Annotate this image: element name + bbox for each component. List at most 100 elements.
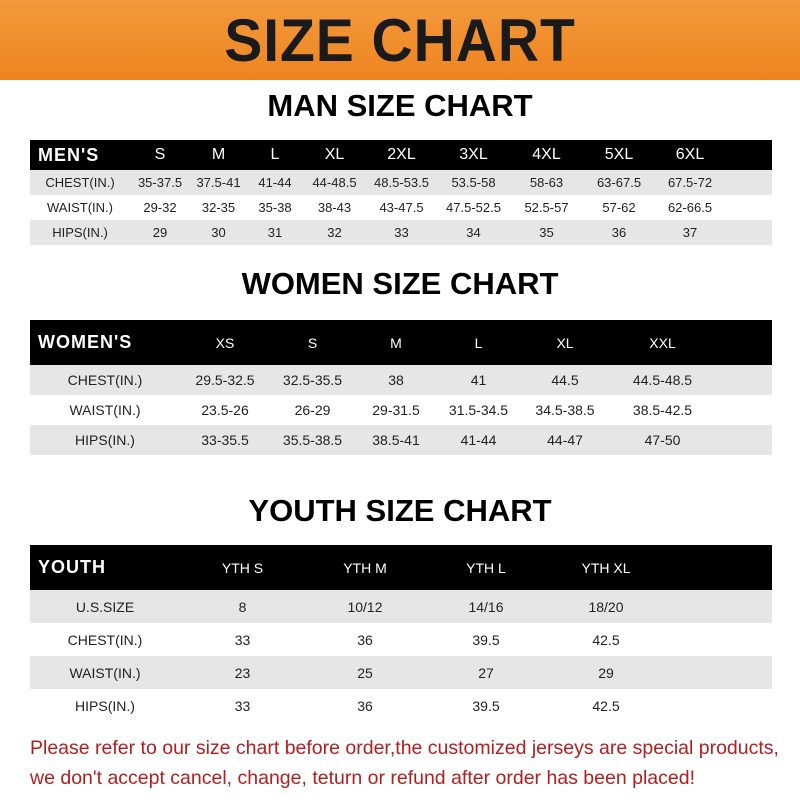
cell: 52.5-57 bbox=[524, 200, 569, 215]
cell: 14/16 bbox=[468, 598, 504, 615]
cell: 67.5-72 bbox=[667, 175, 713, 190]
cell: 3XL bbox=[459, 146, 488, 163]
cell: 62-66.5 bbox=[667, 200, 713, 215]
table-row: WAIST(IN.) 29-32 32-35 35-38 38-43 43-47.5 47.… bbox=[30, 195, 772, 220]
row-label: HIPS(IN.) bbox=[52, 225, 108, 240]
cell: S bbox=[307, 334, 318, 351]
cell: 29 bbox=[152, 225, 168, 240]
row-label: HIPS(IN.) bbox=[75, 697, 135, 714]
cell: XXL bbox=[649, 334, 676, 351]
cell: YTH M bbox=[343, 559, 387, 576]
cell: 47-50 bbox=[644, 432, 681, 448]
cell: YTH S bbox=[221, 559, 264, 576]
cell: 33-35.5 bbox=[201, 432, 249, 448]
row-label: WOMEN'S bbox=[38, 332, 133, 352]
row-label: CHEST(IN.) bbox=[67, 631, 143, 648]
note-line: we don't accept cancel, change, teturn o… bbox=[30, 767, 695, 789]
cell: 32.5-35.5 bbox=[282, 372, 343, 388]
cell: 53.5-58 bbox=[451, 175, 496, 190]
cell: S bbox=[154, 146, 166, 163]
header-row: MEN'S S M L XL 2XL 3XL 4XL 5XL 6XL bbox=[30, 140, 772, 170]
cell: 42.5 bbox=[592, 631, 620, 648]
cell: 44.5-48.5 bbox=[632, 372, 693, 388]
cell: 42.5 bbox=[592, 697, 620, 714]
cell: 29-32 bbox=[143, 200, 177, 215]
cell: XS bbox=[215, 334, 235, 351]
cell: 37 bbox=[682, 225, 698, 240]
cell: 5XL bbox=[604, 146, 634, 163]
cell: 57-62 bbox=[602, 200, 636, 215]
table-row: CHEST(IN.) 35-37.5 37.5-41 41-44 44-48.5 48.5… bbox=[30, 170, 772, 195]
table-row: U.S.SIZE 8 10/12 14/16 18/20 bbox=[30, 590, 772, 623]
cell: XL bbox=[324, 146, 345, 163]
note-line: Please refer to our size chart before or… bbox=[30, 737, 779, 759]
cell: 36 bbox=[357, 631, 373, 648]
cell: 31.5-34.5 bbox=[448, 402, 509, 418]
table-row: HIPS(IN.) 29 30 31 32 33 34 35 36 37 bbox=[30, 220, 772, 245]
cell: 33 bbox=[394, 225, 409, 240]
women-table: WOMEN'S XS S M L XL XXL CHEST(IN.) 29.5-32.5 32.5… bbox=[30, 320, 772, 455]
cell: 35 bbox=[539, 225, 554, 240]
cell: 33 bbox=[234, 697, 251, 714]
row-label: WAIST(IN.) bbox=[69, 664, 141, 681]
cell: 58-63 bbox=[529, 175, 564, 190]
cell: 35.5-38.5 bbox=[282, 432, 343, 448]
cell: M bbox=[211, 146, 226, 163]
youth-table: YOUTH YTH S YTH M YTH L YTH XL U.S.SIZE 8 10/12… bbox=[30, 545, 772, 722]
cell: 44.5 bbox=[551, 372, 579, 388]
row-label: CHEST(IN.) bbox=[67, 372, 143, 388]
men-table: MEN'S S M L XL 2XL 3XL 4XL 5XL 6XL CHEST(IN.) 35-37… bbox=[30, 140, 772, 245]
cell: 32-35 bbox=[201, 200, 236, 215]
cell: 35-38 bbox=[258, 200, 292, 215]
row-label: WAIST(IN.) bbox=[69, 402, 141, 418]
cell: 44-48.5 bbox=[312, 175, 357, 190]
cell: 41 bbox=[470, 372, 487, 388]
cell: 35-37.5 bbox=[137, 175, 183, 190]
cell: 43-47.5 bbox=[379, 200, 424, 215]
cell: 36 bbox=[357, 697, 373, 714]
cell: 27 bbox=[478, 664, 494, 681]
banner-title: SIZE CHART bbox=[224, 6, 576, 74]
cell: 25 bbox=[357, 664, 373, 681]
cell: 37.5-41 bbox=[196, 175, 241, 190]
row-label: WAIST(IN.) bbox=[47, 200, 113, 215]
table-row: HIPS(IN.) 33-35.5 35.5-38.5 38.5-41 41-44 44-… bbox=[30, 425, 772, 455]
table-row: WAIST(IN.) 23.5-26 26-29 29-31.5 31.5-34.5 34… bbox=[30, 395, 772, 425]
row-label: U.S.SIZE bbox=[75, 598, 135, 615]
table-row: CHEST(IN.) 29.5-32.5 32.5-35.5 38 41 44.5 44.5… bbox=[30, 365, 772, 395]
table-row: WAIST(IN.) 23 25 27 29 bbox=[30, 656, 772, 689]
cell: M bbox=[390, 334, 402, 351]
cell: 33 bbox=[234, 631, 251, 648]
cell: 4XL bbox=[532, 146, 561, 163]
women-title: WOMEN SIZE CHART bbox=[241, 266, 559, 301]
row-label: CHEST(IN.) bbox=[45, 175, 115, 190]
youth-title: YOUTH SIZE CHART bbox=[248, 493, 552, 528]
header-row: WOMEN'S XS S M L XL XXL bbox=[30, 320, 772, 365]
row-label: HIPS(IN.) bbox=[75, 432, 135, 448]
banner: SIZE CHART bbox=[0, 0, 800, 80]
cell: 30 bbox=[211, 225, 226, 240]
row-label: YOUTH bbox=[38, 557, 106, 577]
cell: 47.5-52.5 bbox=[446, 200, 501, 215]
cell: YTH XL bbox=[581, 559, 631, 576]
disclaimer-note: Please refer to our size chart before or… bbox=[30, 733, 790, 793]
cell: 38 bbox=[388, 372, 404, 388]
cell: 32 bbox=[327, 225, 342, 240]
cell: 41-44 bbox=[258, 175, 292, 190]
cell: 36 bbox=[611, 225, 627, 240]
header-row: YOUTH YTH S YTH M YTH L YTH XL bbox=[30, 545, 772, 590]
cell: 38.5-41 bbox=[372, 432, 420, 448]
cell: 29.5-32.5 bbox=[195, 372, 255, 388]
cell: 38-43 bbox=[317, 200, 352, 215]
table-row: CHEST(IN.) 33 36 39.5 42.5 bbox=[30, 623, 772, 656]
cell: XL bbox=[556, 334, 574, 351]
cell: 6XL bbox=[675, 146, 705, 163]
cell: 2XL bbox=[387, 146, 416, 163]
men-title: MAN SIZE CHART bbox=[267, 88, 533, 123]
cell: 41-44 bbox=[460, 432, 497, 448]
row-label: MEN'S bbox=[38, 144, 100, 165]
cell: 8 bbox=[238, 598, 247, 615]
cell: 26-29 bbox=[294, 402, 331, 418]
cell: 23 bbox=[234, 664, 251, 681]
cell: L bbox=[270, 146, 280, 163]
